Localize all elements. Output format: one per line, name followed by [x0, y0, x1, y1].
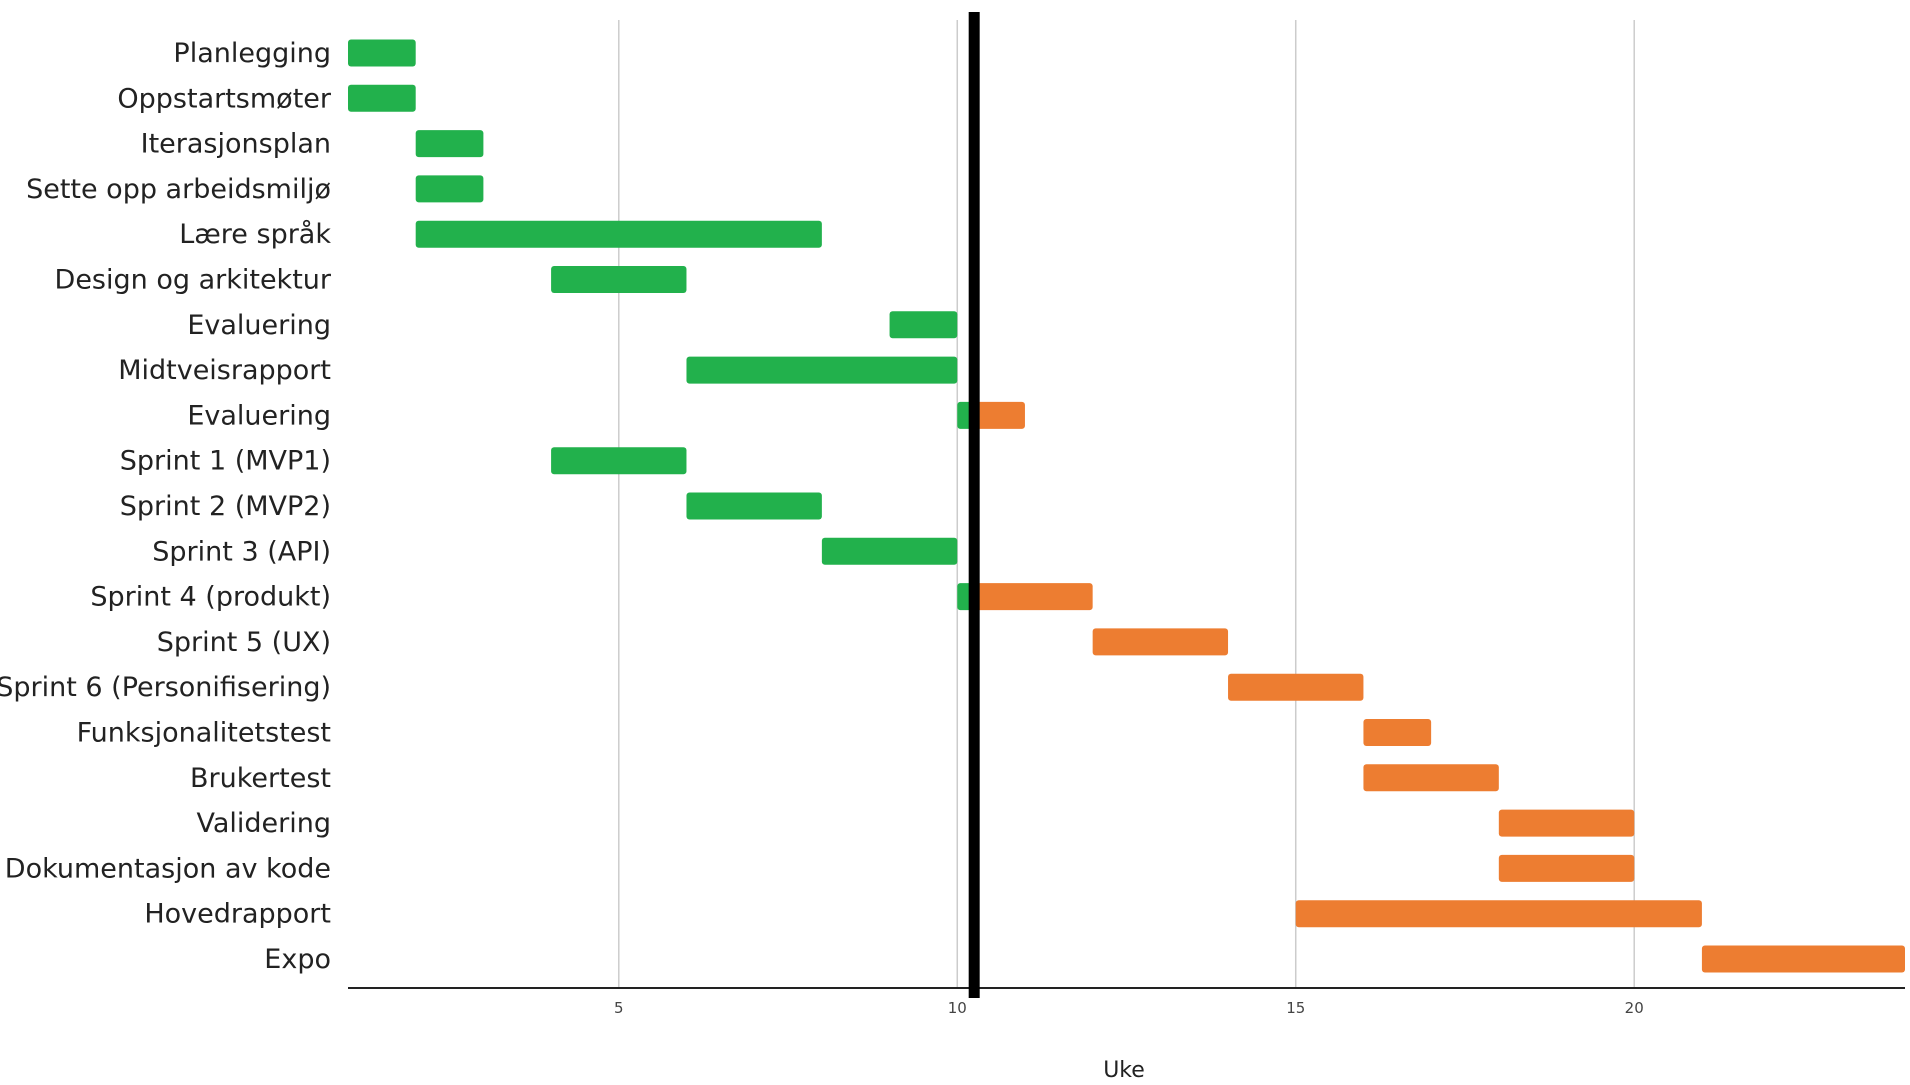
task-5-label: Lære språk: [179, 219, 331, 250]
task-17-bar-remaining: [1363, 764, 1499, 792]
task-14-bar-remaining: [1092, 628, 1229, 656]
task-20-label: Hovedrapport: [144, 899, 331, 930]
task-19-bar-remaining: [1498, 854, 1635, 882]
x-tick-label: 10: [948, 999, 967, 1017]
x-axis: 5 10 15 20: [348, 987, 1905, 1017]
task-18-bar-remaining: [1498, 809, 1635, 837]
task-5-bar-completed: [415, 220, 822, 248]
task-13-label: Sprint 4 (produkt): [90, 582, 331, 613]
x-axis-title: Uke: [1103, 1058, 1145, 1083]
task-14-label: Sprint 5 (UX): [157, 627, 331, 658]
x-tick-label: 15: [1286, 999, 1305, 1017]
task-21-label: Expo: [264, 944, 331, 975]
task-8-bar-completed: [686, 356, 958, 384]
task-16-bar-remaining: [1363, 719, 1432, 746]
task-8-label: Midtveisrapport: [118, 355, 331, 386]
x-tick-label: 5: [614, 999, 624, 1017]
task-label-layer: Planlegging Oppstartsmøter Iterasjonsplan S…: [0, 38, 332, 975]
task-4-bar-completed: [415, 175, 484, 203]
task-11-bar-completed: [686, 492, 822, 520]
task-13-bar-remaining: [974, 583, 1093, 611]
task-18-label: Validering: [196, 808, 331, 839]
task-1-bar-completed: [348, 39, 416, 67]
task-17-label: Brukertest: [190, 763, 331, 794]
task-12-bar-completed: [821, 537, 958, 565]
task-19-label: Dokumentasjon av kode: [5, 853, 331, 884]
task-7-label: Evaluering: [187, 310, 331, 341]
task-3-label: Iterasjonsplan: [141, 129, 331, 160]
task-4-label: Sette opp arbeidsmiljø: [26, 174, 331, 205]
task-16-label: Funksjonalitetstest: [77, 718, 331, 749]
task-2-bar-completed: [348, 84, 416, 112]
task-6-bar-completed: [551, 266, 687, 293]
task-11-label: Sprint 2 (MVP2): [120, 491, 331, 522]
task-10-label: Sprint 1 (MVP1): [120, 446, 331, 477]
bar-layer: [348, 39, 1905, 973]
task-3-bar-completed: [415, 130, 484, 158]
task-10-bar-completed: [551, 447, 687, 475]
task-1-label: Planlegging: [173, 38, 331, 69]
task-7-bar-completed: [889, 311, 958, 339]
task-15-label: Sprint 6 (Personifisering): [0, 672, 331, 703]
task-2-label: Oppstartsmøter: [117, 83, 332, 114]
task-20-bar-remaining: [1295, 900, 1702, 928]
x-tick-label: 20: [1625, 999, 1644, 1017]
task-9-label: Evaluering: [187, 400, 331, 431]
task-15-bar-remaining: [1228, 673, 1364, 701]
task-6-label: Design og arkitektur: [55, 265, 332, 296]
task-12-label: Sprint 3 (API): [152, 536, 331, 567]
task-21-bar-remaining: [1701, 945, 1905, 973]
task-9-bar-remaining: [974, 401, 1025, 429]
